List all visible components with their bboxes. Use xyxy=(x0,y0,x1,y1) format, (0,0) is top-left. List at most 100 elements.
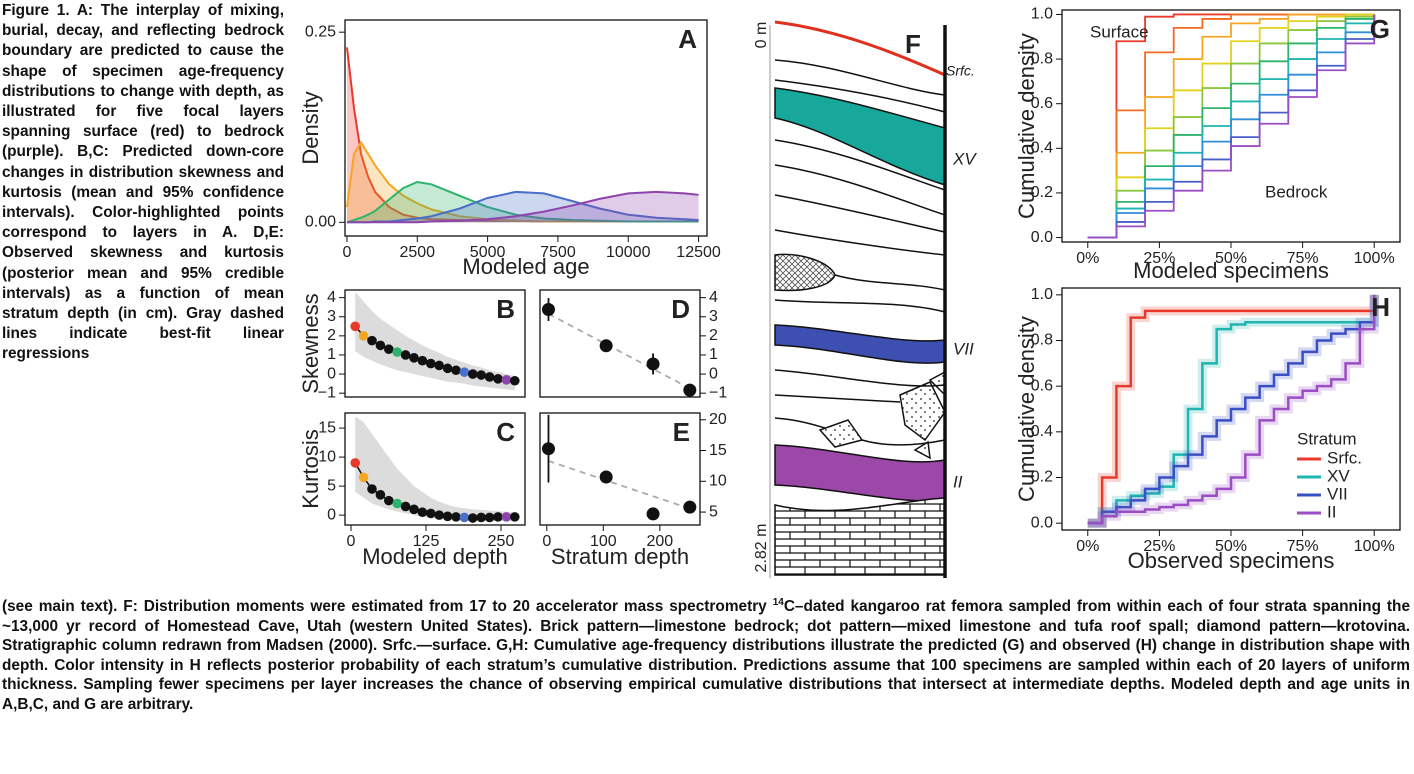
point xyxy=(476,512,487,523)
y-tick-label: 0.8 xyxy=(1031,50,1053,67)
x-tick-label: 0% xyxy=(1076,538,1099,555)
x-tick-label: 10000 xyxy=(606,244,651,261)
point xyxy=(409,353,419,363)
density-area xyxy=(346,182,699,223)
annotation: Surface xyxy=(1090,22,1149,41)
figure: F 0 m 2.82 m Srfc. XV VII II 0.000.250 25… xyxy=(298,6,1401,578)
x-tick-label: 0 xyxy=(347,533,356,550)
x-tick-label: 100 xyxy=(590,533,617,550)
y-tick-label: 1 xyxy=(327,346,336,363)
x-tick-label: 200 xyxy=(647,533,674,550)
y-tick-label: 1 xyxy=(709,346,718,363)
y-tick-label: 0 xyxy=(709,365,718,382)
y-tick-label: 10 xyxy=(709,473,727,490)
point xyxy=(501,512,512,522)
roof-spall xyxy=(899,381,946,442)
y-tick-label: 2 xyxy=(709,327,718,344)
point xyxy=(599,470,613,484)
point xyxy=(646,357,660,371)
y-tick-label: 0.4 xyxy=(1031,423,1053,440)
panel-letter: A xyxy=(678,24,697,54)
x-axis-label: Modeled specimens xyxy=(1133,258,1329,283)
panel-letter: B xyxy=(496,294,515,324)
y-axis-label: Skewness xyxy=(298,293,323,393)
legend-label: Srfc. xyxy=(1327,448,1362,467)
confidence-band xyxy=(355,416,515,521)
layer-boundary xyxy=(774,59,946,96)
caption-label: Figure 1. xyxy=(2,2,70,19)
roof-spall xyxy=(913,440,931,460)
y-axis-label: Density xyxy=(298,91,323,164)
fit-line xyxy=(548,313,691,390)
roof-spall xyxy=(818,419,864,448)
point xyxy=(417,507,428,518)
density-line xyxy=(346,180,699,224)
plot-frame xyxy=(344,19,708,237)
y-tick-label: 15 xyxy=(318,419,336,436)
x-tick-label: 2500 xyxy=(399,244,435,261)
point xyxy=(367,484,377,494)
panel-letter: G xyxy=(1370,14,1390,44)
x-axis-label: Modeled age xyxy=(462,254,589,279)
y-tick-label: 0.2 xyxy=(1031,184,1053,201)
y-tick-label: 2 xyxy=(327,327,336,344)
panel-letter: C xyxy=(496,417,515,447)
superscript: 14 xyxy=(772,596,784,608)
layer-boundary xyxy=(774,139,946,191)
point xyxy=(493,512,503,522)
point xyxy=(434,510,445,520)
point xyxy=(426,508,436,519)
density-area xyxy=(346,191,699,223)
x-tick-label: 25% xyxy=(1143,538,1175,555)
point xyxy=(484,512,495,523)
point xyxy=(358,331,369,341)
caption-text: C–dated kangaroo rat femora sampled from… xyxy=(2,598,1411,713)
point xyxy=(434,360,445,371)
plot-frame xyxy=(344,289,526,398)
stratum-label: Srfc. xyxy=(946,63,975,79)
stratum-label: VII xyxy=(953,339,974,358)
y-tick-label: 1.0 xyxy=(1031,6,1053,23)
x-axis-label: Modeled depth xyxy=(362,544,508,569)
y-tick-label: 0.00 xyxy=(305,214,336,231)
layer-boundary xyxy=(834,274,946,291)
y-tick-label: −1 xyxy=(709,384,727,401)
x-tick-label: 0 xyxy=(343,244,352,261)
y-tick-label: 0.6 xyxy=(1031,377,1053,394)
legend-label: XV xyxy=(1327,466,1350,485)
caption-text: (see main text). F: Distribution moments… xyxy=(2,598,773,615)
density-line xyxy=(346,190,699,224)
point xyxy=(358,472,369,483)
y-tick-label: 0 xyxy=(327,506,336,523)
layer-boundary xyxy=(774,417,826,429)
caption-left: Figure 1. A: The interplay of mixing, bu… xyxy=(2,1,284,365)
point xyxy=(350,321,361,332)
legend-label: VII xyxy=(1327,484,1348,503)
density-area xyxy=(346,191,699,223)
point xyxy=(459,367,470,377)
point xyxy=(501,375,512,385)
cdf-step xyxy=(1087,294,1376,525)
point xyxy=(476,370,487,380)
x-axis-label: Observed specimens xyxy=(1128,548,1335,573)
y-tick-label: 0.25 xyxy=(305,23,336,40)
x-tick-label: 75% xyxy=(1287,250,1319,267)
layer-boundary xyxy=(774,164,946,216)
x-tick-label: 25% xyxy=(1143,250,1175,267)
y-axis-label: Cumulative density xyxy=(1014,33,1039,219)
y-tick-label: 3 xyxy=(327,308,336,325)
depth-label: 0 m xyxy=(753,22,770,49)
x-tick-label: 75% xyxy=(1287,538,1319,555)
caption-bottom: (see main text). F: Distribution moments… xyxy=(2,597,1410,715)
point xyxy=(375,340,386,351)
point xyxy=(442,363,453,374)
layer-boundary xyxy=(774,194,946,233)
y-axis-label: Cumulative density xyxy=(1014,316,1039,502)
y-tick-label: 15 xyxy=(709,442,727,459)
y-tick-label: 1.0 xyxy=(1031,286,1053,303)
point xyxy=(599,339,613,353)
point xyxy=(646,507,660,521)
density-area xyxy=(346,142,699,223)
point xyxy=(350,458,361,468)
